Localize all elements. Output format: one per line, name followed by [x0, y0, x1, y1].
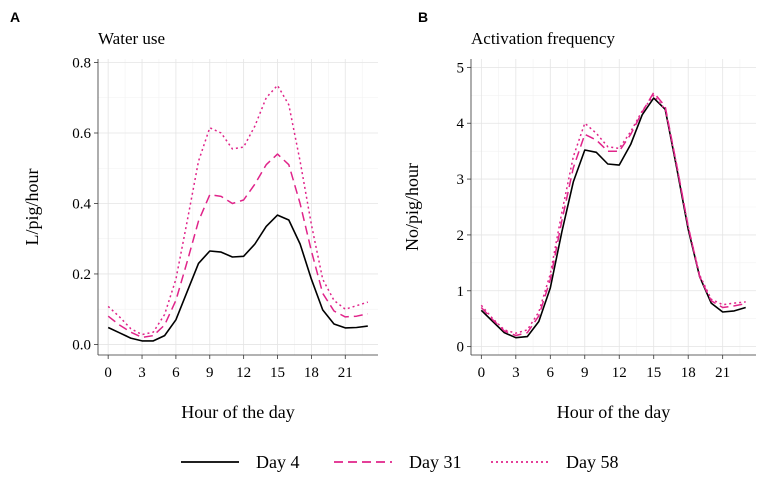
series-line-day-4 [480, 97, 746, 339]
y-tick-label: 1 [457, 284, 465, 300]
y-tick-label: 0 [457, 340, 465, 356]
y-axis-title: L/pig/hour [22, 169, 42, 246]
legend-label: Day 58 [566, 452, 619, 472]
series-line-day-31 [107, 153, 368, 339]
legend-item: Day 31 [334, 452, 462, 472]
series-line-day-4 [107, 214, 368, 342]
x-axis-title: Hour of the day [557, 402, 670, 422]
y-tick-label: 4 [457, 116, 465, 132]
panel-title: Activation frequency [471, 29, 615, 48]
y-tick-label: 5 [457, 60, 465, 76]
y-axis-title: No/pig/hour [402, 163, 422, 251]
x-tick-label: 18 [304, 365, 319, 381]
x-tick-label: 0 [104, 365, 112, 381]
x-tick-label: 21 [715, 365, 730, 381]
x-axis-title: Hour of the day [181, 402, 294, 422]
legend-label: Day 31 [409, 452, 462, 472]
x-tick-label: 3 [138, 365, 146, 381]
series-line-day-58 [107, 84, 369, 336]
y-tick-label: 0.2 [72, 267, 91, 283]
y-tick-label: 2 [457, 228, 465, 244]
y-tick-label: 0.4 [72, 196, 91, 212]
y-tick-label: 3 [457, 172, 465, 188]
y-tick-label: 0.8 [72, 56, 91, 72]
x-tick-label: 6 [547, 365, 555, 381]
y-tick-label: 0.0 [72, 337, 91, 353]
x-tick-label: 15 [646, 365, 661, 381]
x-tick-label: 18 [681, 365, 696, 381]
y-tick-label: 0.6 [72, 126, 91, 142]
x-tick-label: 12 [236, 365, 251, 381]
panel-a: 0 3 6 9 12 15 18 21 0.0 0.2 0.4 0.6 0.8 A Water use Hou… [10, 9, 378, 422]
x-tick-label: 0 [478, 365, 486, 381]
x-tick-label: 12 [612, 365, 627, 381]
x-tick-label: 15 [270, 365, 285, 381]
panel-letter: A [10, 9, 20, 25]
panel-title: Water use [98, 29, 165, 48]
x-tick-label: 6 [172, 365, 180, 381]
x-tick-label: 3 [512, 365, 520, 381]
panel-letter: B [418, 9, 428, 25]
legend-item: Day 4 [181, 452, 300, 472]
legend: Day 4 Day 31 Day 58 [181, 452, 619, 472]
legend-label: Day 4 [256, 452, 300, 472]
series-line-day-31 [480, 91, 746, 337]
x-tick-label: 21 [338, 365, 353, 381]
series-line-day-58 [480, 94, 746, 334]
legend-item: Day 58 [491, 452, 619, 472]
x-tick-label: 9 [206, 365, 214, 381]
x-tick-label: 9 [581, 365, 589, 381]
